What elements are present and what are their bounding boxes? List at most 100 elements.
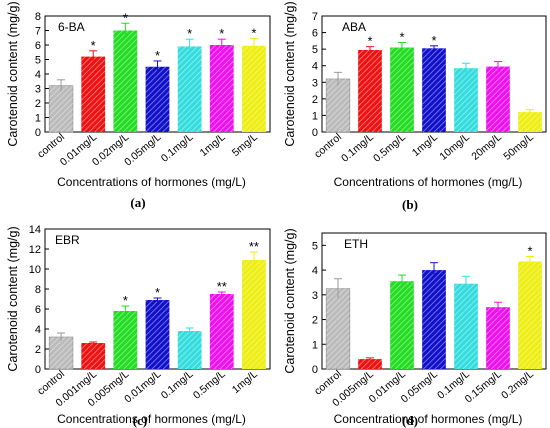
y-tick-label: 2 (312, 315, 318, 327)
significance-mark: * (431, 33, 436, 48)
y-tick-label: 5 (312, 240, 318, 252)
bar-hatch (49, 85, 73, 132)
bar-hatch (242, 45, 266, 132)
bar-hatch (81, 56, 106, 132)
y-tick-label: 2 (35, 98, 41, 110)
chart-panel-3: 012345control0.005mg/L0.01mg/L0.05mg/L0.… (283, 228, 547, 428)
bar-hatch (177, 46, 202, 133)
y-tick-label: 10 (29, 264, 41, 276)
category-label: 0.5mg/L (191, 368, 228, 402)
bar-hatch (518, 261, 542, 369)
y-tick-label: 7 (312, 11, 318, 23)
bar-hatch (422, 48, 446, 132)
y-tick-label: 0 (35, 127, 41, 139)
panel-label: (b) (402, 197, 418, 212)
x-axis-label: Concentrations of hormones (mg/L) (57, 175, 246, 189)
y-tick-label: 6 (35, 304, 41, 316)
significance-mark: * (123, 293, 128, 308)
category-label: 20mg/L (469, 131, 504, 163)
bar-hatch (390, 281, 414, 369)
y-tick-label: 3 (35, 84, 41, 96)
bar-hatch (81, 343, 106, 369)
bar-hatch (422, 270, 446, 369)
y-tick-label: 14 (29, 224, 41, 236)
bar-hatch (454, 68, 478, 132)
chart-title: ETH (344, 237, 368, 251)
category-label: 0.05mg/L (122, 131, 163, 168)
y-tick-label: 3 (312, 77, 318, 89)
significance-mark: * (187, 26, 192, 41)
category-label: 1mg/L (410, 131, 440, 159)
category-label: 0.01mg/L (122, 368, 163, 405)
bar-hatch (390, 47, 414, 132)
category-label: 1mg/L (230, 368, 260, 396)
chart-title: EBR (55, 233, 80, 247)
bar-hatch (326, 288, 350, 369)
y-tick-label: 0 (35, 364, 41, 376)
bar-hatch (113, 311, 138, 369)
y-axis-label: Carotenoid content (mg/g) (6, 226, 20, 371)
y-axis-label: Carotenoid content (mg/g) (6, 1, 20, 146)
y-tick-label: 8 (35, 284, 41, 296)
y-tick-label: 8 (35, 11, 41, 23)
bar-hatch (486, 307, 510, 369)
significance-mark: * (527, 243, 532, 258)
chart-panel-0: 012345678control*0.01mg/L*0.02mg/L*0.05m… (6, 1, 271, 210)
category-label: 0.2mg/L (499, 368, 536, 402)
y-tick-label: 4 (312, 61, 318, 73)
category-label: 0.1mg/L (159, 131, 196, 165)
bar-hatch (242, 260, 266, 369)
y-tick-label: 1 (312, 339, 318, 351)
category-label: 50mg/L (501, 131, 536, 163)
y-tick-label: 6 (312, 28, 318, 40)
significance-mark: * (123, 10, 128, 25)
y-tick-label: 7 (35, 26, 41, 38)
bar-hatch (177, 331, 202, 369)
panel-label: (d) (402, 413, 418, 428)
significance-mark: * (155, 48, 160, 63)
panel-label: (a) (130, 195, 145, 210)
significance-mark: * (91, 38, 96, 53)
significance-mark: ** (249, 239, 259, 254)
x-axis-label: Concentrations of hormones (mg/L) (57, 412, 246, 426)
bar-hatch (49, 337, 73, 369)
y-tick-label: 12 (29, 244, 41, 256)
bar-hatch (518, 112, 542, 132)
bar-hatch (113, 30, 138, 132)
y-tick-label: 2 (312, 94, 318, 106)
significance-mark: * (155, 285, 160, 300)
y-axis-label: Carotenoid content (mg/g) (283, 228, 297, 373)
category-label: 5mg/L (230, 131, 260, 159)
y-tick-label: 0 (312, 364, 318, 376)
y-tick-label: 3 (312, 290, 318, 302)
significance-mark: * (251, 25, 256, 40)
chart-panel-1: 01234567control*0.1mg/L*0.5mg/L*1mg/L10m… (283, 1, 547, 212)
bar-hatch (358, 359, 382, 369)
y-tick-label: 0 (312, 127, 318, 139)
significance-mark: * (367, 34, 372, 49)
y-tick-label: 6 (35, 40, 41, 52)
panel-label: (c) (133, 413, 147, 428)
category-label: 0.05mg/L (399, 368, 440, 405)
category-label: 0.1mg/L (159, 368, 196, 402)
y-tick-label: 4 (35, 324, 41, 336)
significance-mark: * (219, 26, 224, 41)
y-tick-label: 5 (35, 55, 41, 67)
y-axis-label: Carotenoid content (mg/g) (283, 1, 297, 146)
y-tick-label: 1 (312, 110, 318, 122)
y-tick-label: 2 (35, 344, 41, 356)
bar-hatch (486, 66, 510, 132)
category-label: 1mg/L (198, 131, 228, 159)
category-label: 0.1mg/L (339, 131, 376, 165)
charts-layer: 012345678control*0.01mg/L*0.02mg/L*0.05m… (6, 1, 547, 428)
chart-panel-2: 02468101214control0.001mg/L*0.005mg/L*0.… (6, 224, 271, 428)
y-tick-label: 5 (312, 44, 318, 56)
bar-hatch (326, 78, 350, 132)
category-label: 10mg/L (437, 131, 472, 163)
bar-hatch (209, 45, 234, 132)
bar-hatch (145, 66, 170, 132)
chart-title: ABA (342, 20, 366, 34)
x-axis-label: Concentrations of hormones (mg/L) (334, 175, 523, 189)
category-label: 0.5mg/L (371, 131, 408, 165)
